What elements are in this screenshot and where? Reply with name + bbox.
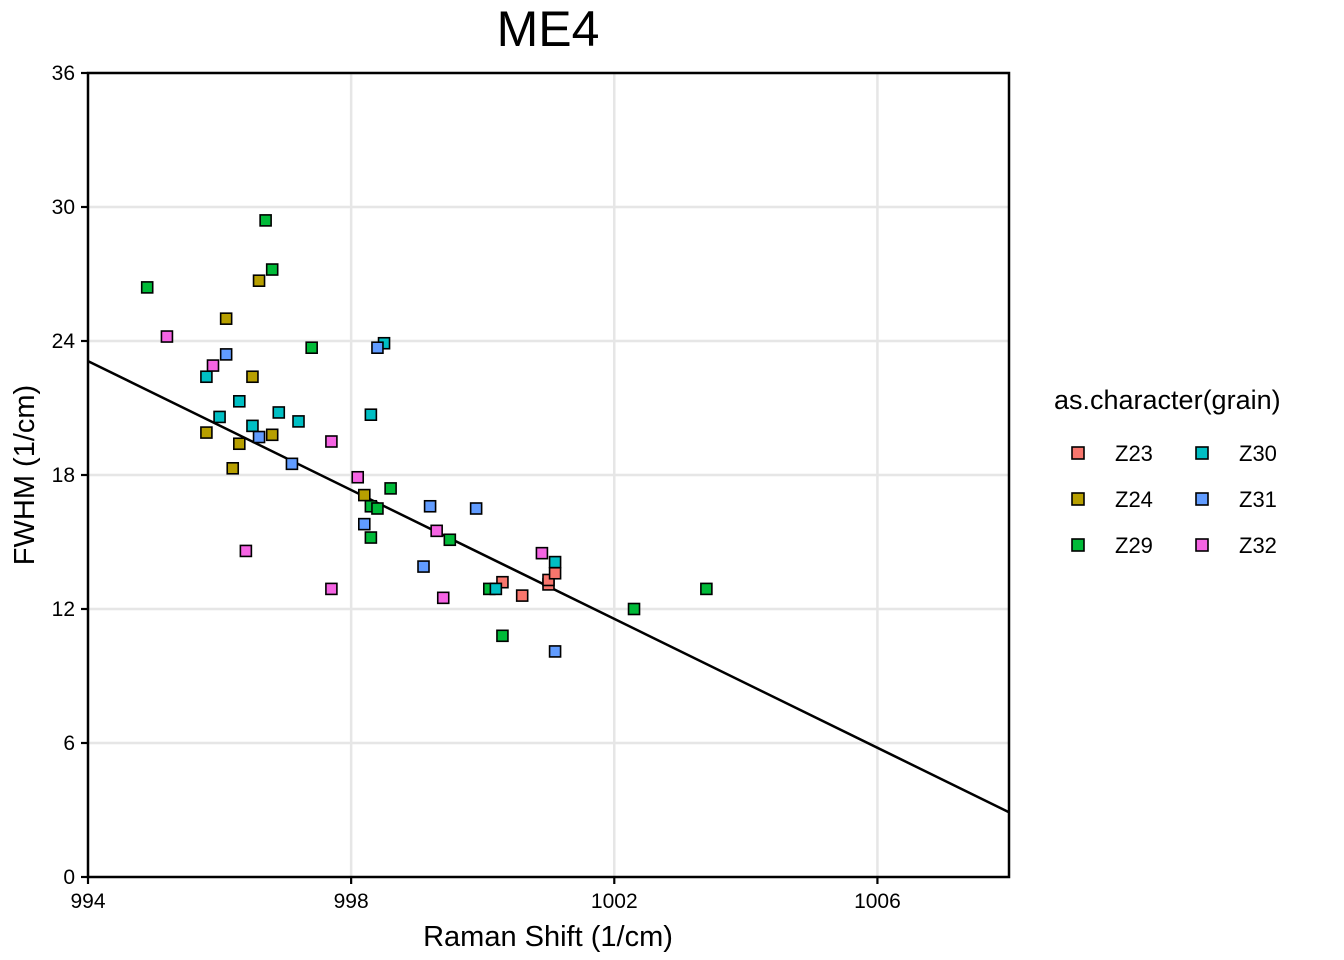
point-z30 [233, 394, 246, 408]
point-z23 [515, 589, 529, 602]
legend-key-z32 [1195, 538, 1209, 552]
point-z30 [364, 408, 378, 422]
point-z30 [213, 410, 226, 424]
legend-key-z31 [1195, 492, 1209, 506]
legend: as.character(grain) Z23 Z24 Z29 Z30 Z31 Z32 [1054, 385, 1281, 558]
point-z30 [246, 419, 259, 433]
x-tick-label: 1002 [591, 890, 638, 913]
y-tick-label: 12 [52, 598, 75, 621]
point-z23 [496, 575, 509, 589]
point-z23 [548, 566, 562, 580]
x-tick-label: 994 [70, 890, 105, 913]
point-z31 [252, 430, 266, 444]
point-z30 [272, 406, 286, 419]
point-z30 [489, 582, 503, 596]
y-tick-label: 24 [52, 330, 76, 353]
point-z32 [436, 591, 450, 605]
point-z32 [160, 330, 174, 343]
legend-key-z29 [1071, 538, 1085, 552]
point-z24 [246, 370, 259, 384]
legend-label-z30: Z30 [1239, 441, 1277, 466]
point-z29 [371, 502, 384, 515]
point-z32 [351, 470, 365, 484]
y-tick-label: 0 [63, 866, 75, 889]
point-z30 [200, 370, 213, 384]
legend-key-z23 [1071, 446, 1085, 460]
y-axis-title: FWHM (1/cm) [9, 385, 41, 565]
legend-label-z24: Z24 [1115, 487, 1153, 512]
point-z30 [292, 415, 305, 428]
legend-label-z31: Z31 [1239, 487, 1277, 512]
point-z31 [548, 645, 562, 658]
y-tick-label: 18 [52, 464, 75, 487]
point-z29 [140, 281, 154, 294]
point-z32 [206, 359, 220, 372]
point-z31 [219, 348, 233, 361]
point-z31 [371, 341, 384, 355]
x-axis-title: Raman Shift (1/cm) [423, 921, 673, 953]
x-tick-label: 998 [334, 890, 369, 913]
x-axis-ticks: 994 998 1002 1006 [70, 877, 901, 913]
legend-label-z32: Z32 [1239, 533, 1277, 558]
point-z29 [443, 533, 457, 547]
y-tick-label: 36 [52, 62, 75, 85]
legend-key-z24 [1071, 492, 1085, 506]
point-z29 [496, 629, 509, 643]
point-z31 [423, 499, 437, 513]
point-z24 [233, 437, 246, 451]
chart-title: ME4 [497, 1, 600, 57]
point-z32 [325, 582, 338, 596]
point-z29 [305, 341, 318, 355]
point-z32 [325, 435, 338, 448]
point-z24 [219, 312, 233, 325]
point-z31 [469, 502, 483, 515]
point-z30 [548, 555, 562, 569]
point-z24 [226, 461, 240, 475]
y-axis-ticks: 0 6 12 18 24 30 36 [52, 62, 88, 889]
legend-key-z30 [1195, 446, 1209, 460]
point-z24 [200, 426, 213, 439]
point-z29 [364, 531, 378, 544]
point-z24 [265, 428, 279, 442]
point-z32 [239, 544, 253, 558]
point-z24 [357, 488, 371, 502]
point-z31 [417, 560, 430, 573]
point-z29 [627, 602, 641, 616]
point-z31 [357, 517, 371, 531]
point-z23 [542, 573, 555, 587]
point-z32 [430, 524, 443, 538]
point-z29 [265, 263, 279, 276]
point-z24 [252, 274, 266, 288]
point-z31 [285, 457, 299, 471]
point-z32 [535, 546, 549, 560]
x-tick-label: 1006 [854, 890, 901, 913]
data-points [140, 214, 713, 658]
y-tick-label: 30 [52, 196, 75, 219]
point-z29 [384, 482, 397, 495]
y-tick-label: 6 [63, 732, 75, 755]
legend-label-z29: Z29 [1115, 533, 1153, 558]
point-z29 [259, 214, 272, 227]
gridlines [88, 71, 1009, 877]
point-z29 [700, 582, 713, 596]
legend-label-z23: Z23 [1115, 441, 1153, 466]
legend-title: as.character(grain) [1054, 385, 1281, 415]
